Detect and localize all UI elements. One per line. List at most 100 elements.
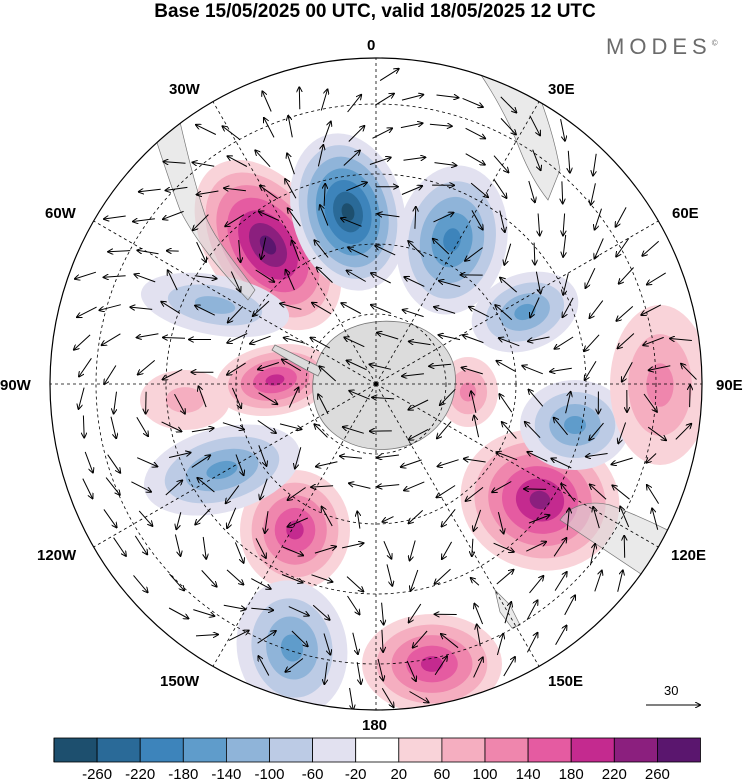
wind-arrow — [555, 626, 567, 645]
wind-arrow — [139, 189, 161, 192]
wind-arrow — [591, 183, 596, 205]
meridian-label-90w: 90W — [0, 377, 31, 394]
wind-arrow — [288, 116, 293, 138]
wind-arrow — [104, 365, 117, 385]
wind-arrow — [288, 517, 308, 527]
wind-arrow — [174, 534, 180, 556]
wind-arrow — [496, 570, 514, 585]
wind-arrow — [104, 216, 126, 219]
wind-arrow — [222, 422, 244, 430]
wind-arrow — [612, 485, 630, 500]
colorbar — [53, 737, 701, 763]
wind-arrow — [433, 213, 454, 223]
wind-arrow — [133, 575, 148, 592]
chart-title: Base 15/05/2025 00 UTC, valid 18/05/2025… — [154, 1, 596, 22]
parallel-circle — [165, 173, 587, 595]
wind-arrow — [377, 485, 400, 487]
wind-arrow — [529, 390, 544, 407]
meridian-line — [212, 383, 377, 667]
antarctica-landmass — [312, 320, 456, 450]
wind-arrow — [619, 267, 634, 284]
wind-arrow — [285, 179, 297, 199]
wind-arrow — [524, 489, 547, 490]
wind-arrow — [347, 595, 360, 614]
wind-arrow — [195, 306, 216, 316]
wind-arrow — [131, 481, 151, 492]
map-disc — [50, 58, 702, 710]
wind-arrow — [287, 153, 295, 175]
wind-arrow — [440, 388, 456, 405]
wind-arrow — [375, 246, 396, 256]
wind-arrow — [538, 213, 540, 236]
wind-arrow — [410, 540, 416, 561]
wind-arrow — [433, 239, 450, 255]
wind-arrow — [135, 274, 156, 283]
colorbar-swatch — [96, 737, 141, 763]
wind-arrow — [357, 512, 360, 529]
meridian-line — [375, 383, 659, 548]
wind-arrow — [589, 422, 604, 440]
wind-arrow — [504, 243, 512, 265]
wind-arrow — [352, 632, 358, 654]
wind-arrow — [110, 416, 116, 438]
wind-arrow — [228, 631, 249, 641]
wind-arrow — [438, 459, 459, 467]
wind-arrow — [349, 687, 354, 710]
wind-arrow — [554, 418, 568, 436]
wind-arrow — [349, 391, 370, 400]
wind-arrow — [137, 250, 159, 255]
wind-arrow — [108, 251, 131, 252]
wind-arrow — [265, 511, 269, 533]
wind-arrow — [74, 334, 91, 350]
wind-arrow — [312, 604, 329, 620]
antarctic-peninsula — [271, 344, 323, 377]
wind-arrow — [199, 386, 207, 408]
wind-arrow — [594, 571, 602, 592]
wind-arrow — [620, 507, 630, 528]
wind-arrow — [382, 602, 384, 625]
wind-arrow — [257, 631, 276, 644]
wind-arrow — [499, 394, 513, 413]
wind-arrow — [311, 574, 333, 582]
wind-arrow — [374, 94, 394, 106]
wind-arrow — [409, 691, 429, 703]
wind-arrow — [79, 387, 85, 409]
wind-arrow — [584, 334, 600, 351]
colorbar-swatch — [312, 737, 357, 763]
wind-arrow — [291, 630, 308, 646]
wind-arrow — [136, 457, 157, 467]
wind-arrow — [100, 304, 121, 311]
meridian-line — [375, 101, 540, 385]
wind-arrow — [567, 508, 569, 531]
colorbar-swatch — [269, 737, 313, 763]
wind-arrow — [257, 420, 276, 434]
wind-arrow — [522, 366, 543, 375]
anomaly-contour — [194, 296, 236, 314]
wind-arrow — [550, 367, 572, 371]
wind-arrow — [565, 392, 571, 414]
wind-arrow — [525, 422, 541, 439]
wind-arrow — [409, 428, 429, 439]
parallel-circle — [235, 243, 517, 525]
wind-arrow — [226, 569, 243, 585]
meridian-label-150w: 150W — [160, 673, 200, 690]
wind-arrow — [193, 609, 214, 617]
wind-arrow — [493, 179, 506, 198]
wind-arrow — [563, 213, 565, 236]
wind-arrow — [404, 277, 425, 287]
anomaly-contour — [564, 416, 586, 434]
wind-arrow — [255, 538, 266, 558]
wind-arrow — [413, 630, 428, 648]
wind-arrow — [497, 511, 503, 533]
wind-arrow — [593, 153, 596, 176]
wind-arrow — [288, 208, 301, 227]
wind-arrow — [130, 307, 153, 309]
wind-arrow — [462, 97, 483, 107]
wind-arrow — [104, 276, 126, 278]
wind-arrow — [624, 536, 625, 558]
wind-arrow — [299, 87, 300, 110]
wind-arrow — [284, 338, 306, 344]
wind-arrow — [379, 69, 399, 82]
wind-arrow — [563, 273, 569, 294]
wind-arrow — [317, 267, 333, 283]
